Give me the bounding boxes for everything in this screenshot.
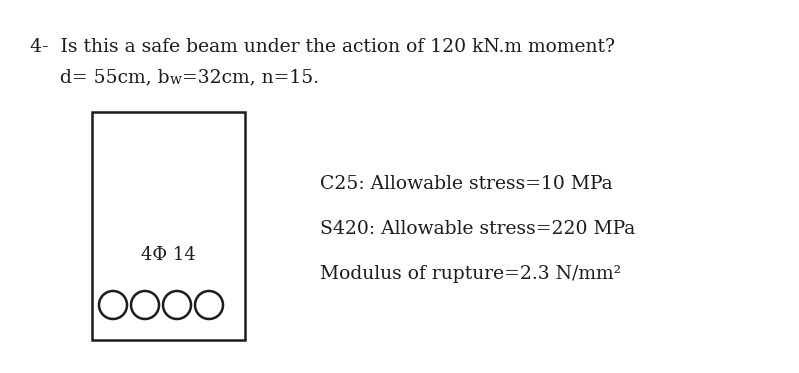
Text: 4-  Is this a safe beam under the action of 120 kN.m moment?: 4- Is this a safe beam under the action … bbox=[30, 38, 615, 56]
Bar bbox=[92, 112, 245, 340]
Circle shape bbox=[163, 291, 191, 319]
Text: d= 55cm, b: d= 55cm, b bbox=[60, 68, 169, 86]
Text: C25: Allowable stress=10 MPa: C25: Allowable stress=10 MPa bbox=[320, 175, 613, 193]
Text: w: w bbox=[169, 73, 181, 87]
Circle shape bbox=[195, 291, 223, 319]
Text: S420: Allowable stress=220 MPa: S420: Allowable stress=220 MPa bbox=[320, 220, 635, 238]
Circle shape bbox=[99, 291, 127, 319]
Circle shape bbox=[131, 291, 159, 319]
Text: =32cm, n=15.: =32cm, n=15. bbox=[181, 68, 319, 86]
Text: Modulus of rupture=2.3 N/mm²: Modulus of rupture=2.3 N/mm² bbox=[320, 265, 621, 283]
Text: 4Φ 14: 4Φ 14 bbox=[141, 246, 196, 264]
